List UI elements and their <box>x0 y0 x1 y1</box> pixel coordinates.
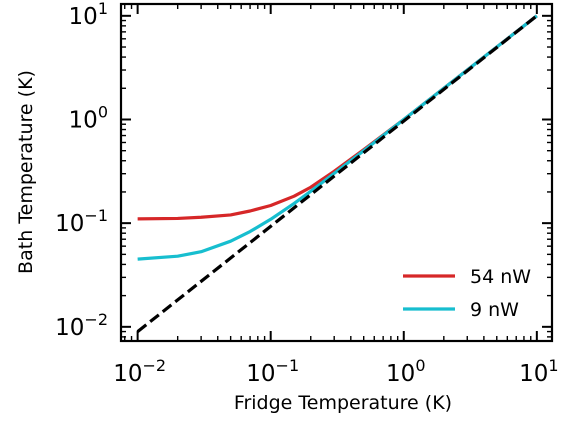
x-tick-label: 100 <box>386 356 425 387</box>
x-tick-base: 10 <box>519 361 548 387</box>
x-tick-base: 10 <box>386 361 415 387</box>
x-tick-base: 10 <box>246 361 275 387</box>
y-tick-exponent: −2 <box>84 310 108 329</box>
y-tick-label: 10−1 <box>55 206 108 237</box>
legend-label: 9 nW <box>470 299 519 321</box>
x-tick-label: 10−2 <box>113 356 166 387</box>
x-tick-label: 101 <box>519 356 558 387</box>
y-tick-label: 100 <box>69 102 108 133</box>
x-tick-exponent: 1 <box>548 356 558 375</box>
x-tick-exponent: −1 <box>276 356 300 375</box>
y-axis-title: Bath Temperature (K) <box>15 70 37 274</box>
x-tick-label: 10−1 <box>246 356 299 387</box>
y-tick-base: 10 <box>55 315 84 341</box>
x-tick-exponent: −2 <box>142 356 166 375</box>
legend: 54 nW 9 nW <box>403 266 531 321</box>
y-tick-exponent: −1 <box>84 206 108 225</box>
legend-label: 54 nW <box>470 266 531 288</box>
y-tick-base: 10 <box>69 4 98 30</box>
x-tick-exponent: 0 <box>415 356 425 375</box>
y-tick-exponent: 1 <box>98 0 108 18</box>
y-tick-label: 10−2 <box>55 310 108 341</box>
x-tick-base: 10 <box>113 361 142 387</box>
y-tick-exponent: 0 <box>98 102 108 121</box>
y-tick-base: 10 <box>69 107 98 133</box>
reference-line <box>136 14 538 333</box>
y-tick-label: 101 <box>69 0 108 30</box>
y-tick-base: 10 <box>55 211 84 237</box>
plot-frame <box>119 2 554 343</box>
series-layer <box>136 14 538 333</box>
x-axis-title: Fridge Temperature (K) <box>234 392 452 414</box>
